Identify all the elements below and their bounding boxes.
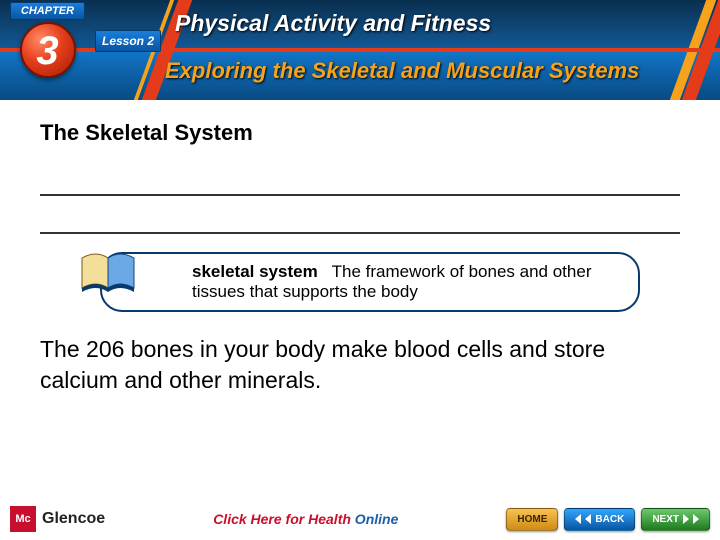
lesson-title: Exploring the Skeletal and Muscular Syst… xyxy=(165,58,639,84)
chapter-label: CHAPTER xyxy=(10,2,85,20)
chevron-right-icon xyxy=(693,514,699,524)
chapter-badge: CHAPTER 3 xyxy=(10,2,85,78)
book-icon xyxy=(78,248,138,296)
health-brand1: Health xyxy=(308,511,351,527)
lesson-label: Lesson 2 xyxy=(95,30,161,52)
chapter-banner: CHAPTER 3 Lesson 2 Physical Activity and… xyxy=(0,0,720,100)
back-button[interactable]: BACK xyxy=(564,508,635,531)
next-button[interactable]: NEXT xyxy=(641,508,710,531)
slide-content: The Skeletal System skeletal system The … xyxy=(0,100,720,396)
blank-line-1 xyxy=(40,170,680,196)
course-title: Physical Activity and Fitness xyxy=(175,10,491,37)
publisher-mc: Mc xyxy=(15,514,30,525)
home-label: HOME xyxy=(517,514,547,525)
publisher: Mc Glencoe xyxy=(10,506,105,532)
chapter-number: 3 xyxy=(20,22,76,78)
nav-buttons: HOME BACK NEXT xyxy=(506,508,710,531)
chevron-left-icon xyxy=(585,514,591,524)
next-label: NEXT xyxy=(652,514,679,525)
back-label: BACK xyxy=(595,514,624,525)
health-online-link[interactable]: Click Here for Health Online xyxy=(213,511,398,527)
health-link-prefix: Click Here for xyxy=(213,511,308,527)
home-button[interactable]: HOME xyxy=(506,508,558,531)
health-brand2: Online xyxy=(351,511,398,527)
body-text: The 206 bones in your body make blood ce… xyxy=(40,334,680,396)
section-title: The Skeletal System xyxy=(40,120,680,146)
chevron-left-icon xyxy=(575,514,581,524)
footer: Mc Glencoe Click Here for Health Online … xyxy=(0,498,720,540)
blank-line-2 xyxy=(40,208,680,234)
publisher-name: Glencoe xyxy=(42,510,105,528)
chevron-right-icon xyxy=(683,514,689,524)
definition-box: skeletal system The framework of bones a… xyxy=(100,252,640,312)
mcgraw-hill-icon: Mc xyxy=(10,506,36,532)
definition-term: skeletal system xyxy=(192,262,318,281)
